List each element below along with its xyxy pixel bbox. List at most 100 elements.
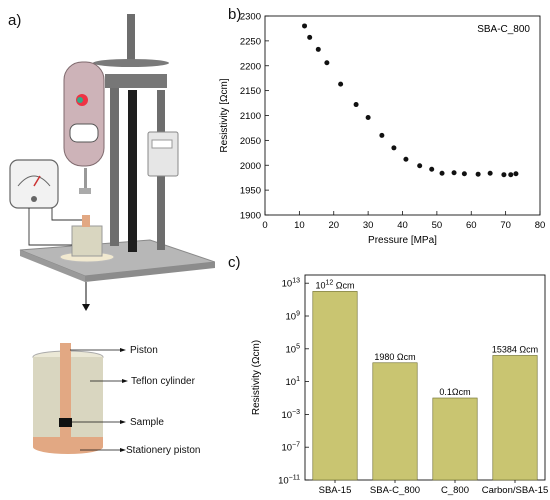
y-tick-label: 1900: [240, 211, 261, 222]
y-axis-label: Resistivity (Ωcm): [251, 340, 262, 415]
holder-piston: [82, 215, 90, 227]
data-point: [417, 163, 423, 169]
x-axis-label: Pressure [MPa]: [368, 235, 437, 246]
y-tick-label: 2300: [240, 12, 261, 23]
power-unit: [63, 61, 105, 167]
y-tick-label: 2050: [240, 136, 261, 147]
y-tick-label: 10−11: [278, 475, 300, 487]
x-tick-label: 60: [466, 220, 477, 231]
y-tick-label: 105: [286, 343, 301, 355]
y-tick-label: 2250: [240, 36, 261, 47]
meter-needle: [33, 175, 41, 187]
pressure-gauge: [147, 131, 179, 177]
resistivity-vs-pressure-chart: 0 10 20 30 40 50 60 70 80 1900 1950 2000 2050 2100 215…: [219, 12, 546, 247]
data-point: [501, 172, 507, 178]
bar: [372, 362, 418, 481]
data-point: [338, 81, 344, 87]
bar: [312, 291, 358, 481]
data-point: [461, 171, 467, 177]
y-tick-label: 101: [286, 376, 301, 388]
stationary-piston-body: [33, 437, 103, 447]
x-tick-label: 50: [432, 220, 443, 231]
base-plate-front: [85, 262, 215, 282]
label-stationary-piston: Stationery piston: [126, 445, 201, 456]
x-tick-label: 0: [262, 220, 267, 231]
zoom-arrow-head: [82, 304, 90, 311]
data-label: 15384 Ωcm: [492, 344, 538, 354]
data-point: [487, 170, 493, 176]
y-tick-label: 2200: [240, 61, 261, 72]
piston: [60, 343, 71, 443]
x-tick-label: 70: [500, 220, 511, 231]
data-point: [315, 46, 321, 52]
data-label: 1012 Ωcm: [315, 279, 354, 290]
data-point: [403, 156, 409, 162]
y-tick-label: 109: [286, 311, 301, 323]
x-tick-label: C_800: [441, 485, 469, 496]
holder-cylinder: [71, 225, 103, 257]
x-tick-label: 40: [397, 220, 408, 231]
label-teflon-cylinder: Teflon cylinder: [131, 376, 195, 387]
meter-dial: [17, 175, 51, 187]
callout-teflon-head: [122, 379, 128, 383]
data-point: [302, 23, 308, 29]
base-plate-side: [20, 250, 85, 282]
y-tick-label: 2100: [240, 111, 261, 122]
series-annotation: SBA-C_800: [477, 24, 530, 35]
callout-stationary-head: [120, 448, 126, 452]
data-point: [391, 145, 397, 151]
data-point: [365, 114, 371, 120]
y-tick-label: 10−3: [281, 409, 300, 421]
data-point: [429, 166, 435, 172]
power-unit-foot: [79, 188, 91, 194]
spindle: [127, 14, 135, 66]
resistance-meter: [9, 159, 59, 209]
data-point: [513, 171, 519, 177]
x-tick-label: 20: [328, 220, 339, 231]
data-label: 0.1Ωcm: [439, 387, 470, 397]
power-unit-rod: [84, 168, 87, 188]
label-sample: Sample: [130, 417, 164, 428]
data-label: 1980 Ωcm: [374, 352, 415, 362]
crossbar: [105, 74, 167, 88]
plot-frame: [304, 274, 546, 481]
y-tick-label: 2150: [240, 86, 261, 97]
power-unit-display: [69, 123, 99, 143]
data-point: [353, 102, 359, 108]
x-tick-label: 80: [535, 220, 546, 231]
data-point: [508, 172, 514, 178]
sample: [59, 418, 72, 427]
y-axis-label: Resistivity [Ωcm]: [219, 78, 230, 152]
label-piston: Piston: [130, 345, 158, 356]
bar: [432, 397, 478, 481]
y-tick-label: 10−7: [281, 442, 300, 454]
data-point: [439, 170, 445, 176]
data-point: [379, 132, 385, 138]
pressure-gauge-screen: [151, 139, 173, 149]
panel-label-b: b): [228, 6, 242, 23]
x-tick-label: SBA-C_800: [370, 485, 420, 496]
plot-frame: [264, 15, 541, 216]
data-point: [475, 171, 481, 177]
panel-label-c: c): [228, 254, 241, 271]
meter-knob: [31, 196, 37, 202]
top-disc: [93, 59, 169, 67]
x-tick-label: SBA-15: [319, 485, 352, 496]
y-tick-label: 1950: [240, 186, 261, 197]
y-tick-label: 2000: [240, 161, 261, 172]
x-tick-label: 30: [363, 220, 374, 231]
panel-label-a: a): [8, 12, 22, 29]
bar: [492, 355, 538, 481]
frame-column-mid: [128, 90, 137, 252]
callout-piston-head: [120, 348, 126, 352]
data-point: [307, 34, 313, 40]
resistivity-bar-chart: 10−11 10−7 10−3 101 105 109 1013 Resistivity (Ω…: [251, 274, 549, 496]
wire-right: [51, 208, 82, 221]
callout-sample-head: [120, 420, 126, 424]
wire-left: [28, 208, 72, 246]
power-unit-logo-inner: [77, 97, 83, 103]
frame-column-left: [110, 86, 119, 246]
data-point: [451, 170, 457, 176]
x-tick-label: Carbon/SBA-15: [482, 485, 549, 496]
data-point: [324, 60, 330, 66]
